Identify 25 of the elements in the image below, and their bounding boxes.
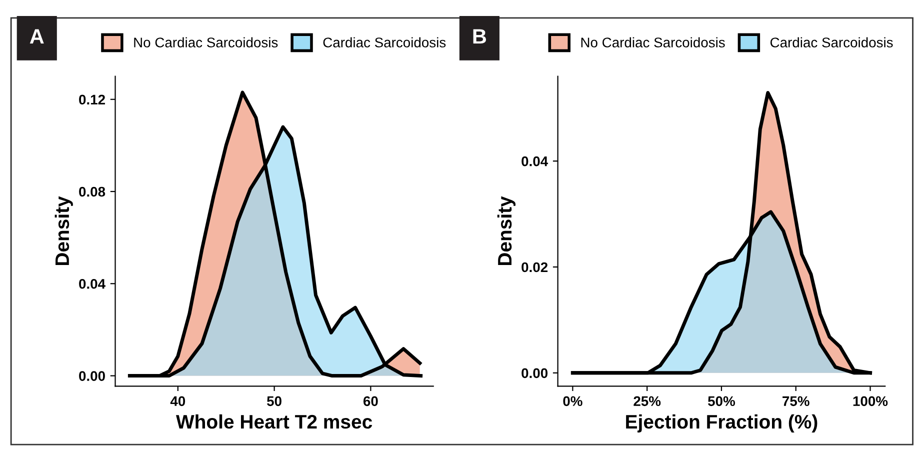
- x-tick-label: 0%: [563, 396, 582, 406]
- x-tick-label: 75%: [782, 396, 810, 406]
- y-tick-label: 0.02: [522, 262, 548, 272]
- y-axis-title: Density: [497, 196, 516, 266]
- x-tick-label: 50%: [708, 396, 735, 406]
- legend-label: No Cardiac Sarcoidosis: [581, 37, 725, 48]
- x-tick-label: 60: [363, 396, 378, 406]
- legend-label: No Cardiac Sarcoidosis: [134, 37, 278, 48]
- y-tick-label: 0.00: [79, 371, 105, 381]
- x-tick-label: 100%: [853, 396, 888, 406]
- legend-label: Cardiac Sarcoidosis: [770, 37, 893, 48]
- x-axis-title: Whole Heart T2 msec: [176, 414, 372, 429]
- chart-title: B: [473, 29, 486, 44]
- y-tick-label: 0.00: [522, 368, 548, 378]
- y-tick-label: 0.04: [79, 278, 106, 289]
- chart-title: A: [30, 29, 44, 44]
- x-tick-label: 40: [170, 396, 186, 406]
- legend-label: Cardiac Sarcoidosis: [323, 37, 446, 48]
- y-tick-label: 0.12: [79, 94, 105, 105]
- x-tick-label: 50: [267, 396, 282, 406]
- y-axis-title: Density: [54, 196, 73, 266]
- y-tick-label: 0.04: [522, 156, 548, 166]
- y-tick-label: 0.08: [79, 186, 106, 197]
- x-tick-label: 25%: [634, 396, 661, 406]
- x-axis-title: Ejection Fraction (%): [626, 414, 818, 432]
